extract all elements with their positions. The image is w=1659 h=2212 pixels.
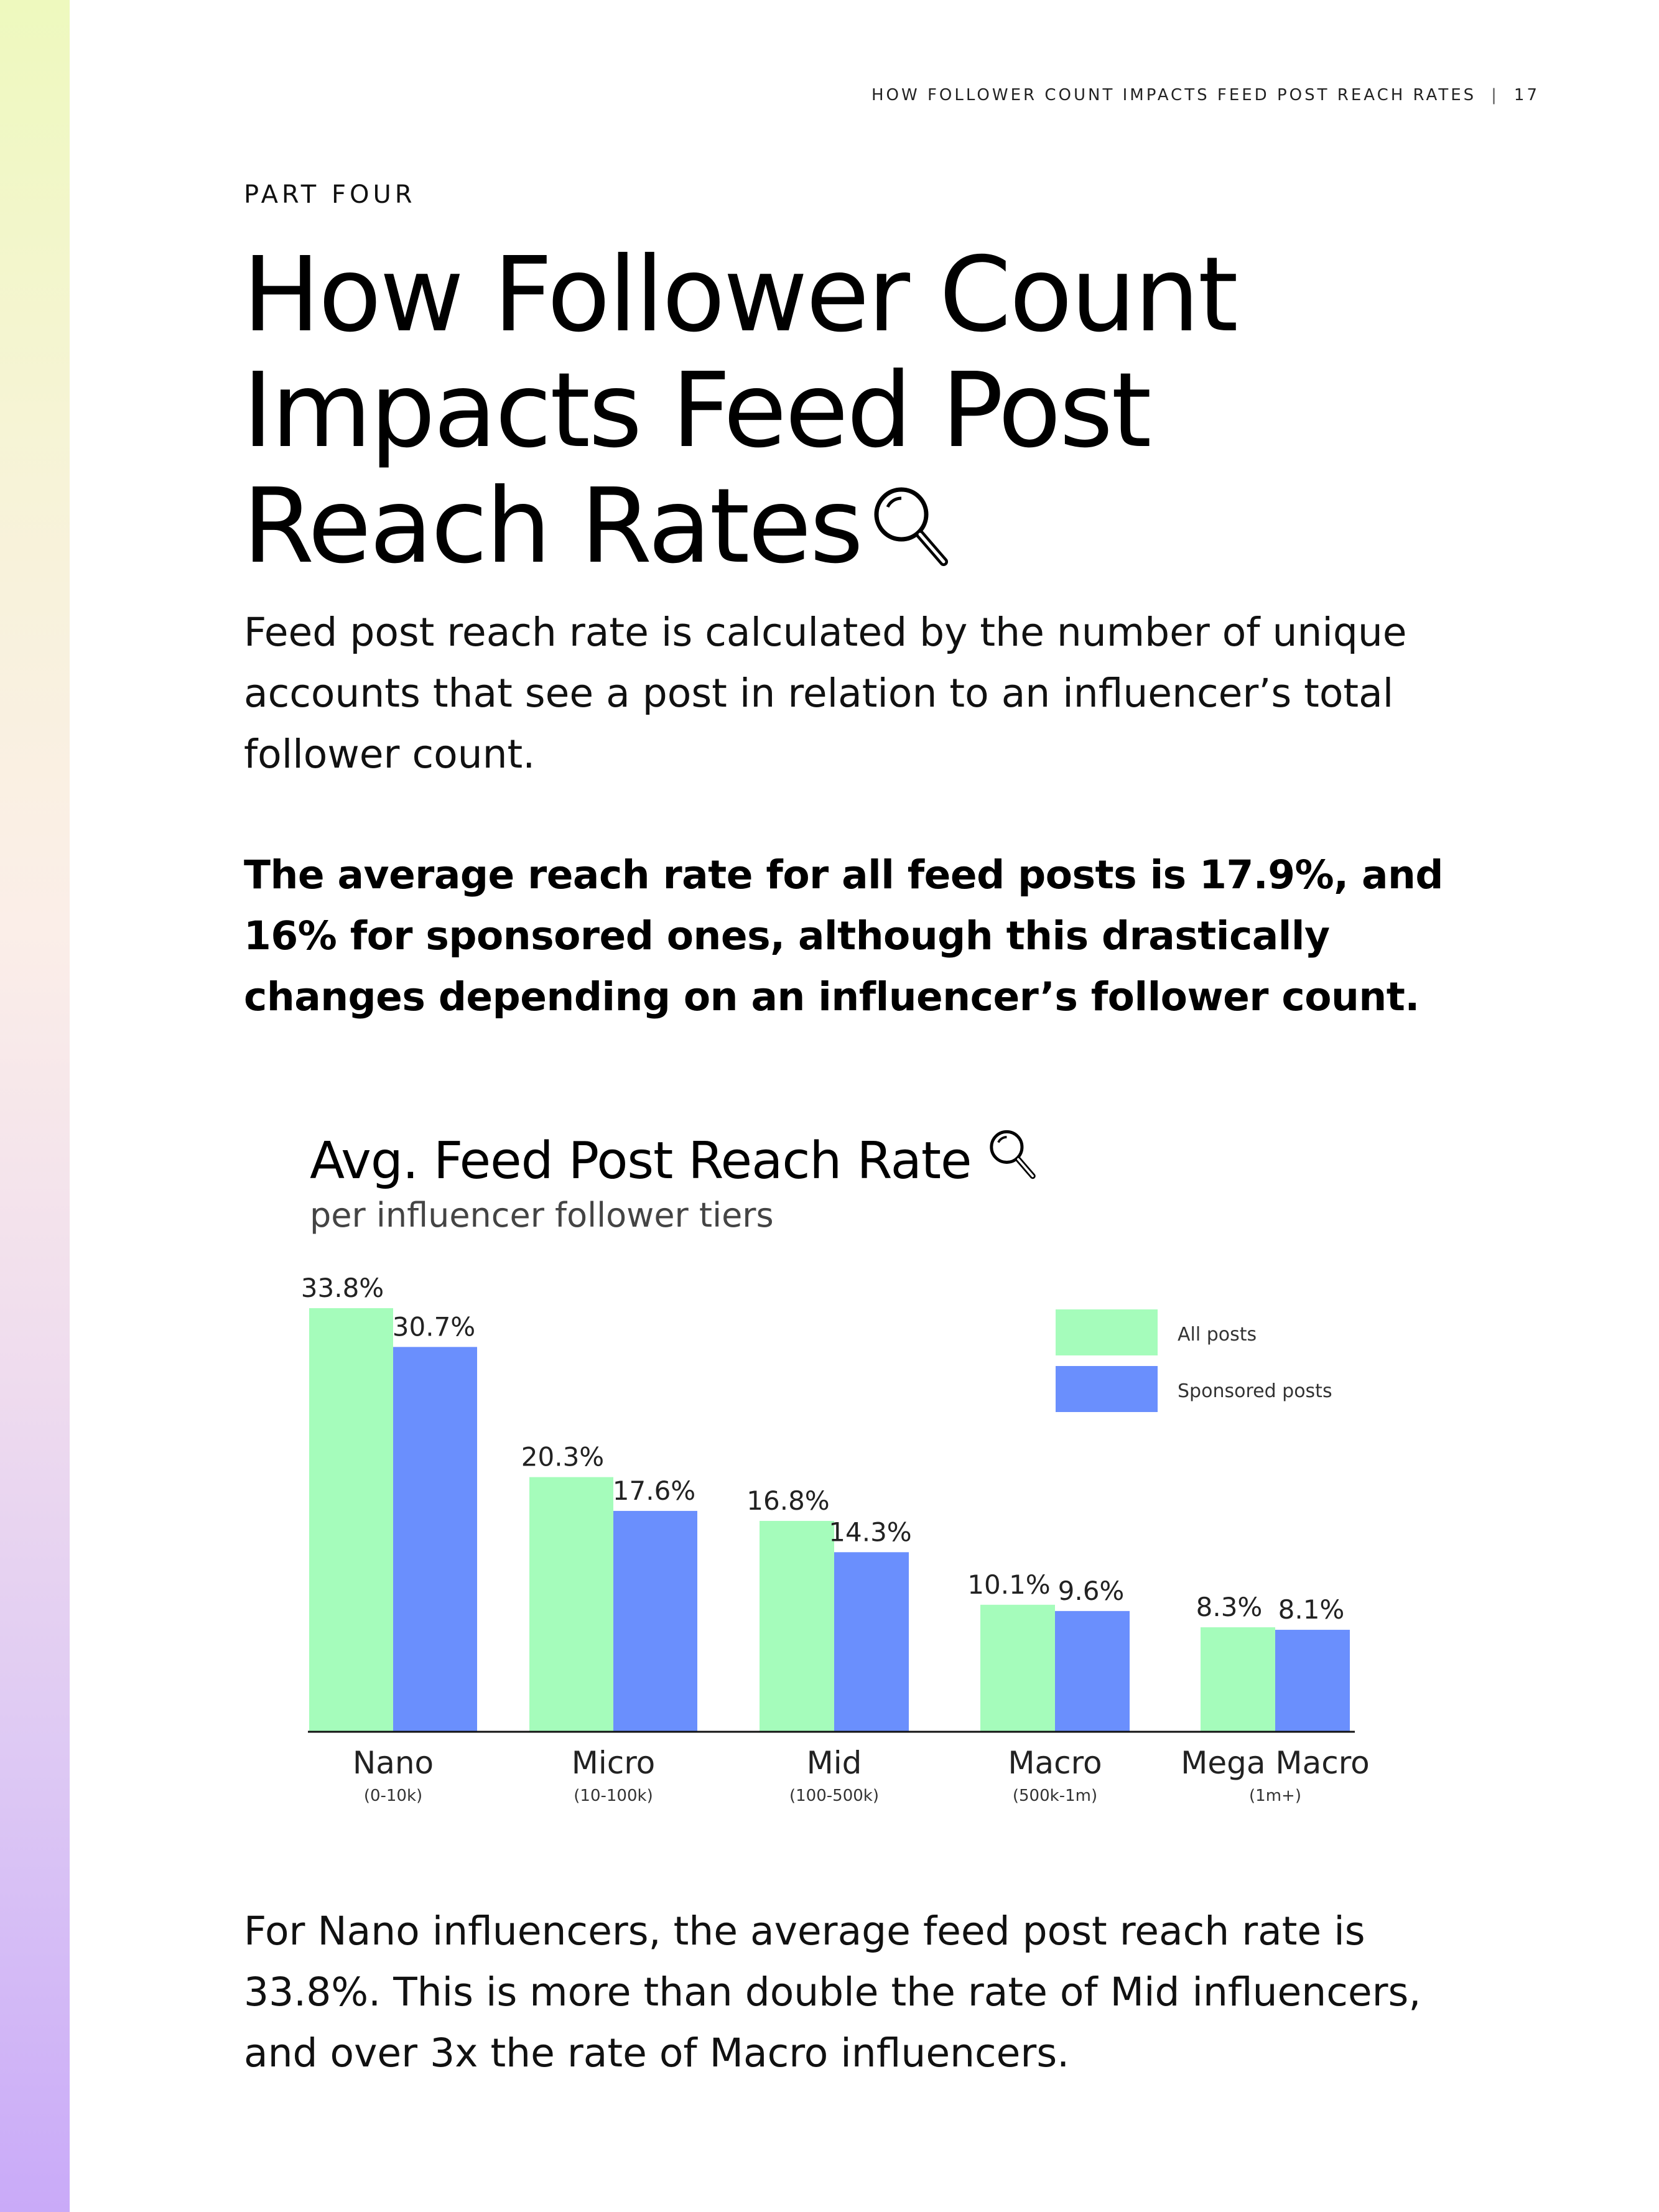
bar-sponsored-posts (613, 1510, 697, 1731)
bar-sponsored-posts (834, 1552, 909, 1731)
x-tick-label: Micro (572, 1745, 656, 1781)
x-tick-sublabel: (500k-1m) (1013, 1787, 1097, 1805)
title-line: How Follower Count (243, 235, 1238, 355)
x-tick-sublabel: (0-10k) (364, 1787, 422, 1805)
chart-subtitle: per influencer follower tiers (310, 1196, 774, 1235)
chart-magnifier-icon (990, 1130, 1036, 1179)
title-line: Reach Rates (243, 469, 1393, 585)
closing-paragraph: For Nano influencers, the average feed p… (244, 1908, 1421, 2076)
x-tick-label: Mid (807, 1745, 862, 1781)
data-label: 17.6% (613, 1475, 695, 1506)
data-label: 20.3% (521, 1442, 604, 1472)
legend-swatch (1056, 1366, 1158, 1412)
x-tick-label: Macro (1008, 1745, 1102, 1781)
title-line: Impacts Feed Post (243, 351, 1151, 471)
bar-sponsored-posts (393, 1347, 477, 1731)
data-label: 8.1% (1278, 1594, 1345, 1625)
x-tick-sublabel: (100-500k) (789, 1787, 879, 1805)
part-label: PART FOUR (244, 180, 416, 209)
x-tick-sublabel: (1m+) (1249, 1787, 1301, 1805)
data-label: 14.3% (829, 1517, 911, 1547)
x-tick-label: Mega Macro (1181, 1745, 1370, 1781)
x-tick-label: Nano (353, 1745, 434, 1781)
data-label: 16.8% (746, 1485, 829, 1516)
page-title: How Follower Count Impacts Feed Post Rea… (243, 238, 1393, 585)
legend-swatch (1056, 1309, 1158, 1355)
chart-title: Avg. Feed Post Reach Rate (310, 1127, 1037, 1191)
data-label: 30.7% (393, 1311, 475, 1342)
intro-paragraph: Feed post reach rate is calculated by th… (244, 610, 1407, 777)
bar-all-posts (980, 1604, 1055, 1731)
legend-label: All posts (1178, 1324, 1257, 1345)
page-number: 17 (1513, 86, 1540, 105)
side-gradient-strip (0, 0, 70, 2212)
data-label: 10.1% (967, 1569, 1050, 1600)
running-header: HOW FOLLOWER COUNT IMPACTS FEED POST REA… (871, 86, 1540, 105)
bar-all-posts (1201, 1627, 1275, 1731)
bar-all-posts (529, 1477, 613, 1731)
legend-label: Sponsored posts (1178, 1380, 1332, 1402)
data-label: 33.8% (301, 1273, 384, 1303)
magnifier-icon (874, 487, 949, 566)
x-tick-sublabel: (10-100k) (574, 1787, 653, 1805)
bar-sponsored-posts (1055, 1610, 1130, 1731)
highlight-paragraph: The average reach rate for all feed post… (244, 852, 1444, 1020)
bar-all-posts (309, 1308, 393, 1731)
data-label: 9.6% (1058, 1576, 1125, 1606)
data-label: 8.3% (1196, 1592, 1263, 1622)
header-separator: | (1491, 86, 1499, 105)
title-line-text: Reach Rates (243, 467, 863, 587)
bar-sponsored-posts (1275, 1630, 1350, 1731)
running-title: HOW FOLLOWER COUNT IMPACTS FEED POST REA… (871, 86, 1477, 105)
chart-title-text: Avg. Feed Post Reach Rate (310, 1132, 972, 1191)
bar-all-posts (760, 1521, 834, 1731)
